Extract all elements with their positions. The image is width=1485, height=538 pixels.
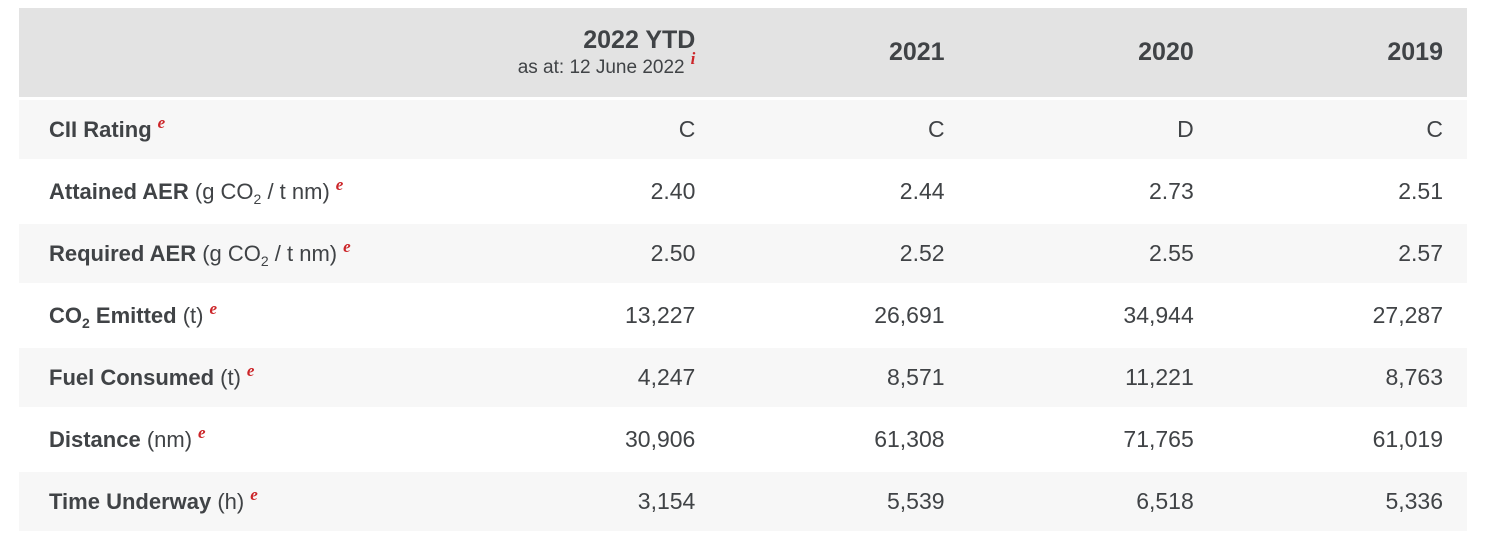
row-label-cell: Time Underway (h) e (19, 472, 471, 531)
cell-value: 11,221 (968, 348, 1218, 407)
header-row: 2022 YTD as at: 12 June 2022 i 2021 2020 … (19, 8, 1467, 97)
cell-value: 2.73 (968, 162, 1218, 221)
cell-value: 5,336 (1217, 472, 1467, 531)
row-label-cell: Attained AER (g CO2 / t nm) e (19, 162, 471, 221)
cell-value: 8,763 (1217, 348, 1467, 407)
cell-value: 2.40 (470, 162, 720, 221)
cell-value: 2.51 (1217, 162, 1467, 221)
row-unit: (g CO2 / t nm) (188, 178, 330, 207)
row-label: CII Rating (49, 116, 152, 142)
table-row-co2-emitted: CO2 Emitted (t) e 13,227 26,691 34,944 27… (19, 286, 1467, 345)
cell-value: 8,571 (719, 348, 969, 407)
estimate-footnote-marker: e (246, 360, 255, 380)
row-label: Required AER (49, 240, 197, 266)
row-label-cell: Required AER (g CO2 / t nm) e (19, 224, 471, 283)
estimate-footnote-marker: e (343, 236, 351, 256)
cell-value: 3,154 (470, 472, 720, 531)
header-empty-cell (19, 8, 471, 97)
estimate-footnote-marker: e (198, 422, 206, 442)
row-unit: (h) (211, 488, 245, 514)
estimate-footnote-marker: e (157, 112, 166, 132)
row-label: Fuel Consumed (49, 364, 215, 390)
cell-value: C (1217, 100, 1467, 159)
row-unit: (nm) (140, 426, 193, 452)
row-label-cell: Distance (nm) e (19, 410, 471, 469)
cell-value: 71,765 (968, 410, 1218, 469)
table-row-required-aer: Required AER (g CO2 / t nm) e 2.50 2.52 2… (19, 224, 1467, 283)
row-label-cell: CII Rating e (19, 100, 471, 159)
table-row-distance: Distance (nm) e 30,906 61,308 71,765 61,0… (19, 410, 1467, 469)
estimate-footnote-marker: e (209, 298, 218, 318)
cell-value: 61,019 (1217, 410, 1467, 469)
cell-value: 27,287 (1217, 286, 1467, 345)
cell-value: C (719, 100, 969, 159)
cell-value: D (968, 100, 1218, 159)
row-label-cell: Fuel Consumed (t) e (19, 348, 471, 407)
info-footnote-marker[interactable]: i (690, 49, 696, 69)
row-unit: (g CO2 / t nm) (196, 240, 338, 269)
header-col-2022-ytd: 2022 YTD as at: 12 June 2022 i (470, 8, 720, 97)
cii-rating-table: 2022 YTD as at: 12 June 2022 i 2021 2020 … (19, 5, 1467, 534)
header-col-2021: 2021 (719, 8, 969, 97)
cell-value: 2.57 (1217, 224, 1467, 283)
header-asat-text: as at: 12 June 2022 (517, 57, 685, 79)
cell-value: 13,227 (470, 286, 720, 345)
cell-value: 30,906 (470, 410, 720, 469)
cell-value: 2.44 (719, 162, 969, 221)
header-col-2020: 2020 (968, 8, 1218, 97)
header-year-title: 2022 YTD (583, 25, 696, 54)
cell-value: 2.52 (719, 224, 969, 283)
row-label: Attained AER (49, 178, 189, 204)
cell-value: 2.55 (968, 224, 1218, 283)
row-label: Distance (49, 426, 141, 452)
row-label: CO2 Emitted (49, 302, 177, 331)
cell-value: 5,539 (719, 472, 969, 531)
cell-value: C (470, 100, 720, 159)
cell-value: 61,308 (719, 410, 969, 469)
row-unit: (t) (176, 302, 204, 328)
table-header: 2022 YTD as at: 12 June 2022 i 2021 2020 … (19, 8, 1467, 97)
row-unit: (t) (214, 364, 241, 390)
cell-value: 2.50 (470, 224, 720, 283)
cell-value: 6,518 (968, 472, 1218, 531)
row-label: Time Underway (49, 488, 212, 514)
table-row-cii-rating: CII Rating e C C D C (19, 100, 1467, 159)
cell-value: 26,691 (719, 286, 969, 345)
estimate-footnote-marker: e (335, 174, 344, 194)
table-row-time-underway: Time Underway (h) e 3,154 5,539 6,518 5,3… (19, 472, 1467, 531)
header-col-2019: 2019 (1217, 8, 1467, 97)
estimate-footnote-marker: e (250, 484, 258, 504)
table-row-attained-aer: Attained AER (g CO2 / t nm) e 2.40 2.44 2… (19, 162, 1467, 221)
row-label-cell: CO2 Emitted (t) e (19, 286, 471, 345)
table-body: CII Rating e C C D C Attained AER (g CO2 … (19, 100, 1467, 531)
cell-value: 34,944 (968, 286, 1218, 345)
table-row-fuel-consumed: Fuel Consumed (t) e 4,247 8,571 11,221 8,… (19, 348, 1467, 407)
cell-value: 4,247 (470, 348, 720, 407)
header-asat-subtitle: as at: 12 June 2022 i (470, 50, 696, 79)
